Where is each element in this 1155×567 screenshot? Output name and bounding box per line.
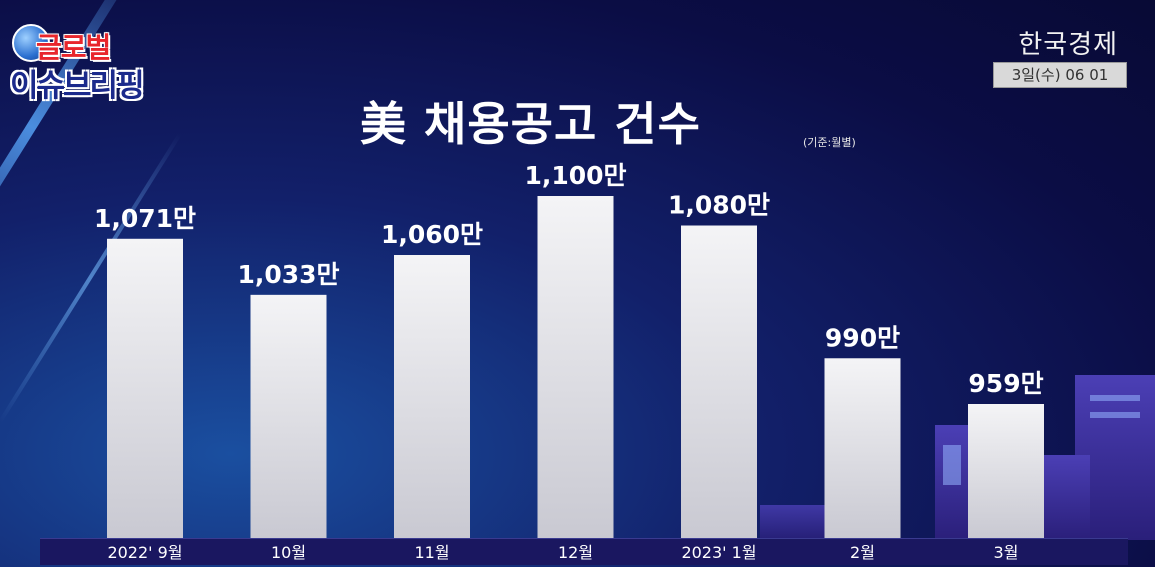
bar: [107, 238, 183, 538]
broadcast-date: 3일(수) 06 01: [993, 62, 1127, 88]
bar: [537, 196, 614, 538]
category-tick-label: 10월: [271, 543, 306, 562]
bar-value-label: 1,071만: [94, 204, 196, 233]
category-axis-bar: [40, 538, 1128, 565]
bar-value-label: 990만: [825, 323, 900, 352]
category-tick-label: 3월: [994, 543, 1019, 562]
category-tick-label: 2023' 1월: [681, 543, 756, 562]
logo-text-line2: 이슈브리핑: [10, 68, 145, 104]
bar-value-label: 1,080만: [668, 191, 770, 220]
globe-icon: [12, 24, 50, 62]
building-window: [1090, 395, 1140, 401]
building-decoration: [1040, 455, 1090, 540]
building-window: [1090, 412, 1140, 418]
category-tick-label: 2월: [850, 543, 875, 562]
program-logo: 글로벌 이슈브리핑: [8, 18, 183, 104]
bar: [824, 358, 901, 538]
chart-basis-note: (기준:월별): [803, 136, 856, 149]
category-tick-label: 2022' 9월: [107, 543, 182, 562]
logo-text-line1: 글로벌: [36, 31, 111, 64]
bar-value-label: 959만: [968, 369, 1043, 398]
bar: [250, 294, 327, 538]
category-tick-label: 12월: [558, 543, 593, 562]
bar: [968, 404, 1044, 538]
category-tick-label: 11월: [414, 543, 449, 562]
broadcaster-name: 한국경제: [1018, 30, 1118, 60]
bar: [394, 255, 470, 539]
bar-value-label: 1,060만: [381, 220, 483, 249]
bar-value-label: 1,100만: [524, 161, 626, 190]
bar: [681, 225, 757, 538]
bar-value-label: 1,033만: [237, 260, 339, 289]
building-window: [943, 445, 961, 485]
chart-title: 美 채용공고 건수: [360, 97, 701, 151]
